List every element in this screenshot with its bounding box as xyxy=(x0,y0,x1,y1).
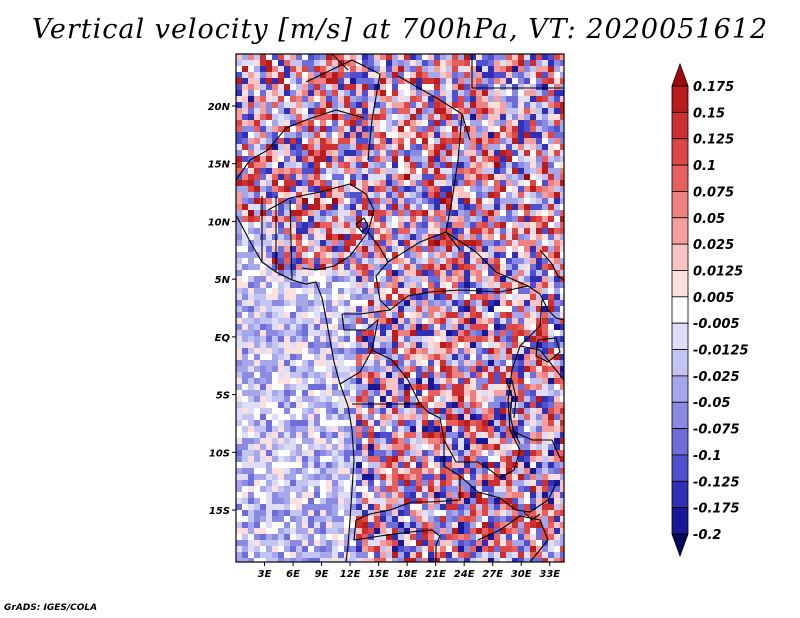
lat-label: 5S xyxy=(216,391,230,402)
border-tanzania xyxy=(509,345,564,459)
colorbar-swatch xyxy=(671,243,689,271)
lon-label: 33E xyxy=(539,569,560,580)
chart-title: Vertical velocity [m/s] at 700hPa, VT: 2… xyxy=(31,14,769,45)
lon-label: 12E xyxy=(340,569,361,580)
border-benin-togo xyxy=(261,196,293,281)
colorbar-swatch xyxy=(671,428,689,456)
lon-label: 18E xyxy=(397,569,418,580)
colorbar-swatch xyxy=(671,85,689,113)
colorbar-min-arrow xyxy=(671,533,689,558)
colorbar-swatch xyxy=(671,507,689,535)
colorbar-label: 0.15 xyxy=(693,106,725,121)
colorbar-swatch xyxy=(671,191,689,219)
border-egypt-sudan xyxy=(471,54,564,89)
lon-label: 15E xyxy=(368,569,389,580)
grads-credit: GrADS: IGES/COLA xyxy=(4,603,98,613)
map-frame xyxy=(235,53,565,563)
lat-label: 5N xyxy=(215,275,231,286)
colorbar-label: 0.175 xyxy=(693,80,734,95)
colorbar-label: 0.005 xyxy=(693,291,734,306)
border-zambia xyxy=(459,475,557,513)
border-east-africa xyxy=(539,249,564,321)
border-congo xyxy=(339,313,379,385)
colorbar-swatch xyxy=(671,270,689,298)
colorbar-label: -0.175 xyxy=(693,502,740,517)
lat-label: 20N xyxy=(208,102,231,113)
lon-label: 24E xyxy=(454,569,475,580)
velocity-field xyxy=(236,54,564,562)
lon-label: 21E xyxy=(425,569,446,580)
lake-chad xyxy=(355,217,369,233)
border-namibia xyxy=(353,519,441,562)
border-algeria-libya xyxy=(331,54,349,71)
colorbar-swatch xyxy=(671,322,689,350)
lat-label: 15S xyxy=(209,506,230,517)
colorbar-label: -0.05 xyxy=(693,396,730,411)
colorbar-label: -0.125 xyxy=(693,475,740,490)
colorbar-label: -0.075 xyxy=(693,423,740,438)
border-chad-sudan xyxy=(445,113,463,251)
border-nigeria xyxy=(267,183,375,271)
lat-label: 10S xyxy=(209,448,230,459)
lon-label: 30E xyxy=(511,569,532,580)
lon-label: 9E xyxy=(315,569,329,580)
colorbar-label: 0.025 xyxy=(693,238,734,253)
lat-label: EQ xyxy=(215,333,231,344)
colorbar: 0.175 0.15 0.125 0.1 0.075 0.05 0.025 0.0125 0.0… xyxy=(671,62,749,558)
coastline-west-africa xyxy=(236,214,355,562)
lake-victoria xyxy=(535,337,561,363)
country-boundaries xyxy=(236,54,564,562)
colorbar-swatch xyxy=(671,217,689,245)
colorbar-label: -0.2 xyxy=(693,528,721,543)
colorbar-label: -0.0125 xyxy=(693,344,749,359)
colorbar-swatch xyxy=(671,454,689,482)
colorbar-swatch xyxy=(671,111,689,140)
colorbar-label: -0.005 xyxy=(693,317,740,332)
border-cameroon xyxy=(342,231,392,315)
lon-label: 6E xyxy=(286,569,300,580)
colorbar-label: 0.05 xyxy=(693,212,725,227)
border-mali-niger xyxy=(236,109,365,181)
colorbar-swatch xyxy=(671,138,689,166)
colorbar-swatch xyxy=(671,296,689,324)
colorbar-label: -0.1 xyxy=(693,449,721,464)
border-niger-chad xyxy=(305,59,381,161)
longitude-axis: 3E 6E 9E 12E 15E 18E 21E 24E 27E 30E 33E xyxy=(258,562,560,580)
colorbar-label: 0.075 xyxy=(693,185,734,200)
colorbar-swatch xyxy=(671,349,689,377)
lon-label: 27E xyxy=(482,569,503,580)
colorbar-label: 0.1 xyxy=(693,159,716,174)
colorbar-label: -0.025 xyxy=(693,370,740,385)
colorbar-max-arrow xyxy=(671,62,689,87)
lake-malawi xyxy=(523,511,541,521)
border-angola xyxy=(352,403,461,521)
lakes xyxy=(355,217,561,521)
colorbar-swatch xyxy=(671,401,689,429)
latitude-axis: 20N 15N 10N 5N EQ 5S 10S 15S xyxy=(208,102,236,517)
border-libya-chad xyxy=(397,75,471,141)
colorbar-swatch xyxy=(671,164,689,192)
colorbar-swatch xyxy=(671,480,689,509)
lat-label: 10N xyxy=(208,217,231,228)
lon-label: 3E xyxy=(258,569,272,580)
colorbar-label: 0.125 xyxy=(693,133,734,148)
border-car-south xyxy=(389,285,529,311)
lake-tanganyika xyxy=(505,379,521,445)
lat-label: 15N xyxy=(208,160,231,171)
colorbar-label: 0.0125 xyxy=(693,264,743,279)
colorbar-swatch xyxy=(671,375,689,403)
